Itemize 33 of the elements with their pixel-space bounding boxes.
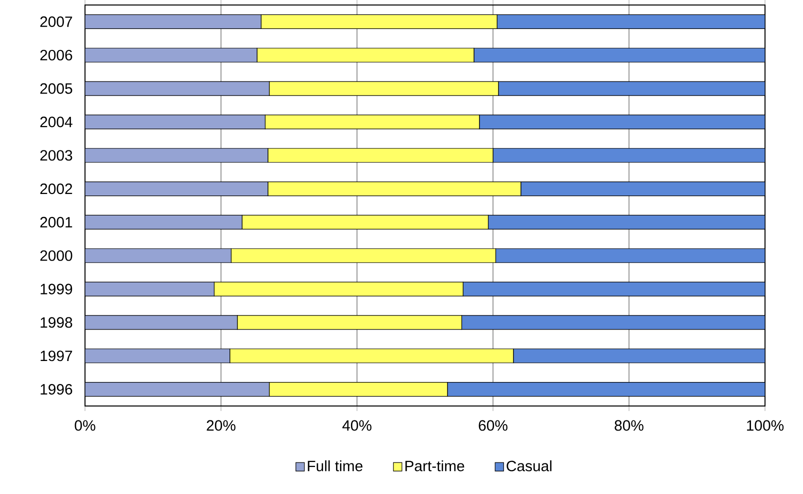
bar: [85, 148, 268, 163]
y-tick-label: 1999: [40, 284, 72, 294]
bar: [85, 315, 238, 330]
legend-label: Casual: [506, 460, 552, 472]
x-tick-label: 80%: [614, 420, 644, 431]
x-tick-label: 0%: [74, 420, 96, 431]
y-tick-label: 1997: [40, 350, 72, 362]
bar: [85, 348, 230, 364]
x-tick-label: 100%: [747, 420, 784, 431]
bar: [85, 114, 266, 130]
bar: [85, 214, 242, 230]
bar: [85, 248, 232, 263]
x-tick-label: 60%: [478, 420, 508, 431]
legend-label: Part-time: [405, 460, 464, 472]
bar: [85, 382, 270, 397]
y-tick-label: 2006: [40, 50, 72, 60]
bar: [85, 181, 268, 196]
x-tick-label: 20%: [206, 420, 236, 431]
y-tick-label: 1996: [40, 384, 72, 395]
y-tick-label: 2000: [40, 250, 72, 261]
legend-label: Full time: [308, 460, 362, 472]
y-tick-label: 2007: [40, 16, 72, 27]
y-tick-label: 2003: [40, 150, 72, 161]
bar: [85, 282, 215, 296]
y-tick-label: 2001: [40, 216, 72, 228]
y-tick-label: 2002: [40, 184, 72, 194]
bar: [85, 14, 262, 30]
y-tick-label: 2004: [40, 116, 72, 128]
y-tick-label: 2005: [40, 83, 72, 94]
bar: [85, 81, 270, 96]
bar: [85, 48, 258, 62]
x-tick-label: 40%: [342, 420, 372, 431]
y-tick-label: 1998: [40, 317, 72, 328]
